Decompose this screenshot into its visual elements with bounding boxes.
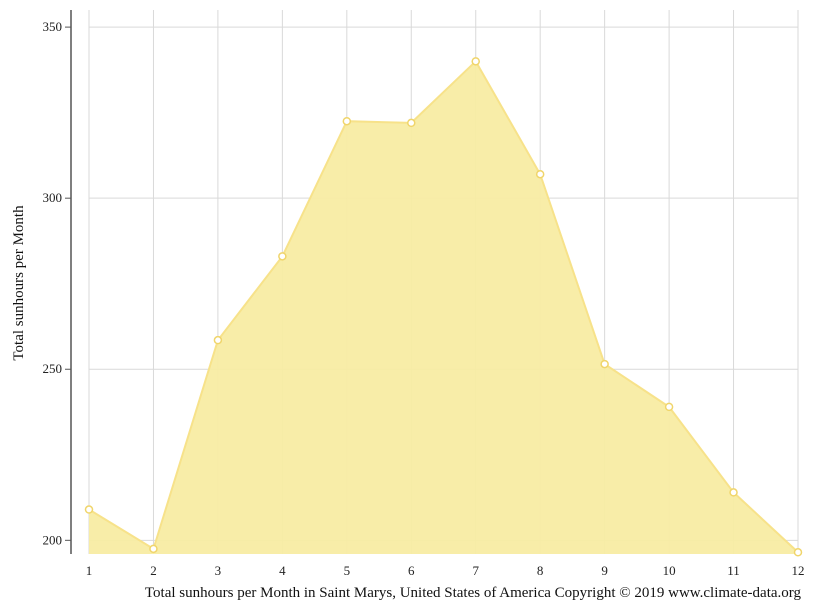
data-point-1	[84, 505, 94, 514]
x-tick-label-9: 9	[601, 563, 608, 578]
x-tick-label-2: 2	[150, 563, 157, 578]
x-tick-label-10: 10	[663, 563, 676, 578]
x-tick-label-4: 4	[279, 563, 286, 578]
y-tick-label-300: 300	[43, 190, 63, 205]
data-point-5	[342, 116, 352, 126]
x-tick-label-5: 5	[344, 563, 351, 578]
marker-layer	[84, 57, 803, 557]
y-tick-label-200: 200	[43, 532, 63, 547]
data-point-7	[471, 57, 480, 66]
y-tick-label-250: 250	[43, 361, 63, 376]
x-tick-label-3: 3	[215, 563, 222, 578]
data-point-9	[600, 359, 609, 369]
x-tick-label-1: 1	[86, 563, 93, 578]
y-tick-label-350: 350	[43, 19, 63, 34]
x-tick-label-6: 6	[408, 563, 415, 578]
y-axis-title: Total sunhours per Month	[11, 205, 27, 361]
data-point-4	[278, 252, 287, 261]
x-tick-label-12: 12	[792, 563, 805, 578]
sunhours-line	[88, 59, 799, 554]
sunhours-area	[89, 61, 798, 555]
data-point-2	[149, 544, 158, 554]
data-point-10	[664, 402, 674, 412]
area-layer	[88, 59, 799, 555]
x-tick-label-7: 7	[472, 563, 479, 578]
data-point-3	[213, 335, 223, 345]
x-tick-label-11: 11	[727, 563, 740, 578]
data-point-11	[729, 488, 738, 497]
axis-layer	[65, 10, 72, 554]
data-point-12	[793, 548, 803, 557]
data-point-8	[535, 169, 545, 179]
data-point-6	[407, 118, 416, 128]
chart-caption: Total sunhours per Month in Saint Marys,…	[145, 585, 802, 601]
x-tick-label-8: 8	[537, 563, 544, 578]
